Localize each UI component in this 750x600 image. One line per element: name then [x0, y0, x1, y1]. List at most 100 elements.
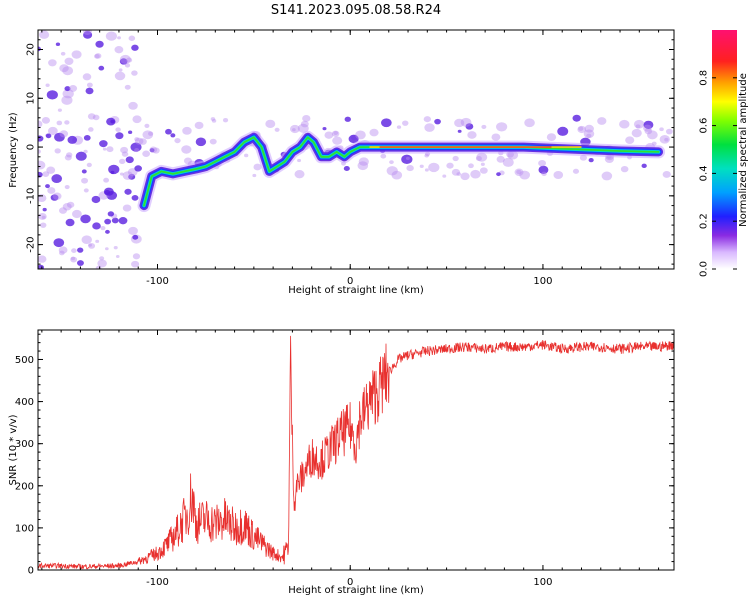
spectrogram-noise-blob	[118, 68, 123, 72]
spectrogram-noise-blob	[451, 168, 461, 176]
spectrogram-noise-blob	[94, 53, 100, 59]
spectrogram-noise-blob	[588, 157, 594, 163]
snr-y-label: SNR (10 * v/v)	[8, 414, 19, 485]
spectrogram-noise-blob	[389, 160, 394, 165]
spectrogram-noise-blob	[124, 63, 131, 68]
spectrogram-noise-blob	[481, 124, 487, 129]
spectrogram-y-tick-label: 20	[26, 43, 37, 56]
spectrogram-noise-blob	[428, 162, 440, 173]
spectrogram-noise-blob	[292, 128, 296, 132]
spectrogram-noise-blob	[546, 133, 557, 142]
spectrogram-noise-blob	[85, 87, 94, 95]
spectrogram-noise-blob	[94, 53, 102, 59]
spectrogram-noise-blob	[181, 145, 192, 154]
spectrogram-noise-blob	[124, 84, 131, 90]
spectrogram-noise-blob	[244, 153, 249, 158]
colorbar-tick-label: 0.2	[699, 213, 710, 229]
spectrogram-noise-blob	[142, 150, 151, 157]
spectrogram-noise-blob	[344, 116, 351, 122]
spectrogram-noise-blob	[111, 217, 119, 224]
spectrogram-noise-blob	[300, 120, 309, 128]
spectrogram-noise-blob	[77, 247, 84, 253]
spectrogram-noise-blob	[66, 201, 75, 208]
spectrogram-noise-blob	[132, 234, 139, 240]
snr-frame	[37, 329, 675, 571]
spectrogram-noise-blob	[119, 54, 131, 64]
spectrogram-noise-blob	[182, 126, 192, 135]
spectrogram-noise-blob	[476, 152, 488, 162]
spectrogram-noise-blob	[538, 159, 547, 167]
spectrogram-noise-blob	[38, 160, 46, 170]
spectrogram-noise-blob	[134, 165, 142, 172]
spectrogram-noise-blob	[120, 146, 129, 154]
snr-y-tick-label: 200	[15, 481, 34, 492]
spectrogram-noise-blob	[122, 171, 134, 180]
spectrogram-y-tick-label: 0	[26, 144, 37, 150]
snr-series-line	[38, 335, 674, 570]
spectrogram-noise-blob	[130, 142, 142, 152]
spectrogram-noise-blob	[604, 155, 614, 163]
spectrogram-noise-blob	[579, 154, 587, 161]
spectrogram-noise-blob	[357, 161, 369, 171]
spectrogram-noise-blob	[165, 128, 172, 135]
spectrogram-noise-blob	[38, 135, 44, 142]
spectrogram-noise-blob	[144, 123, 150, 128]
spectrogram-noise-blob	[42, 207, 47, 212]
spectrogram-noise-blob	[48, 59, 57, 67]
spectrogram-noise-blob	[131, 44, 139, 51]
spectrogram-noise-blob	[45, 133, 52, 139]
spectrogram-noise-blob	[102, 147, 107, 151]
spectrogram-noise-blob	[138, 138, 147, 145]
spectrogram-noise-blob	[424, 153, 429, 158]
spectrogram-noise-blob	[126, 57, 133, 63]
spectrogram-noise-blob	[419, 164, 424, 169]
spectrogram-x-label: Height of straight line (km)	[288, 285, 424, 296]
spectrogram-noise-blob	[294, 169, 305, 179]
spectrogram-noise-blob	[578, 126, 584, 131]
spectrogram-noise-blob	[70, 256, 78, 263]
spectrogram-noise-blob	[71, 248, 77, 253]
spectrogram-noise-blob	[424, 123, 435, 132]
spectrogram-noise-blob	[97, 259, 107, 268]
colorbar-tick-label: 0.8	[699, 70, 710, 86]
spectrogram-noise-blob	[47, 126, 58, 136]
spectrogram-noise-blob	[38, 264, 45, 269]
spectrogram-noise-blob	[470, 169, 481, 179]
spectrogram-noise-blob	[358, 157, 369, 166]
spectrogram-noise-blob	[452, 155, 459, 162]
spectrogram-noise-blob	[83, 135, 91, 141]
spectrogram-noise-blob	[82, 30, 92, 35]
spectrogram-noise-blob	[619, 119, 630, 129]
spectrogram-noise-blob	[60, 51, 66, 56]
spectrogram-noise-blob	[95, 40, 104, 48]
spectrogram-noise-blob	[104, 218, 112, 225]
spectrogram-noise-blob	[51, 174, 63, 184]
spectrogram-noise-blob	[117, 36, 121, 40]
spectrogram-noise-blob	[391, 170, 403, 180]
spectrogram-noise-blob	[64, 120, 70, 125]
spectrogram-noise-blob	[108, 164, 120, 175]
spectrogram-noise-blob	[647, 130, 658, 140]
spectrogram-noise-blob	[118, 217, 128, 225]
spectrogram-noise-blob	[142, 130, 154, 140]
spectrogram-noise-blob	[87, 113, 96, 120]
spectrogram-noise-blob	[541, 171, 547, 177]
spectrogram-noise-blob	[496, 155, 505, 163]
spectrogram-noise-blob	[131, 194, 139, 201]
spectrogram-noise-blob	[332, 136, 343, 145]
spectrogram-noise-blob	[664, 137, 669, 142]
spectrogram-noise-blob	[662, 170, 671, 178]
spectrogram-noise-blob	[59, 250, 65, 256]
spectrogram-noise-blob	[631, 128, 642, 138]
spectrogram-noise-blob	[174, 137, 181, 144]
spectrogram-noise-blob	[88, 243, 92, 247]
spectrogram-noise-blob	[659, 135, 670, 144]
spectrogram-noise-blob	[633, 119, 645, 129]
spectrogram-noise-blob	[110, 119, 115, 124]
spectrogram-noise-blob	[442, 174, 447, 178]
spectrogram-noise-blob	[665, 128, 673, 135]
spectrogram-noise-blob	[128, 226, 138, 235]
spectrogram-noise-blob	[38, 46, 41, 52]
spectrogram-noise-blob	[170, 133, 176, 138]
